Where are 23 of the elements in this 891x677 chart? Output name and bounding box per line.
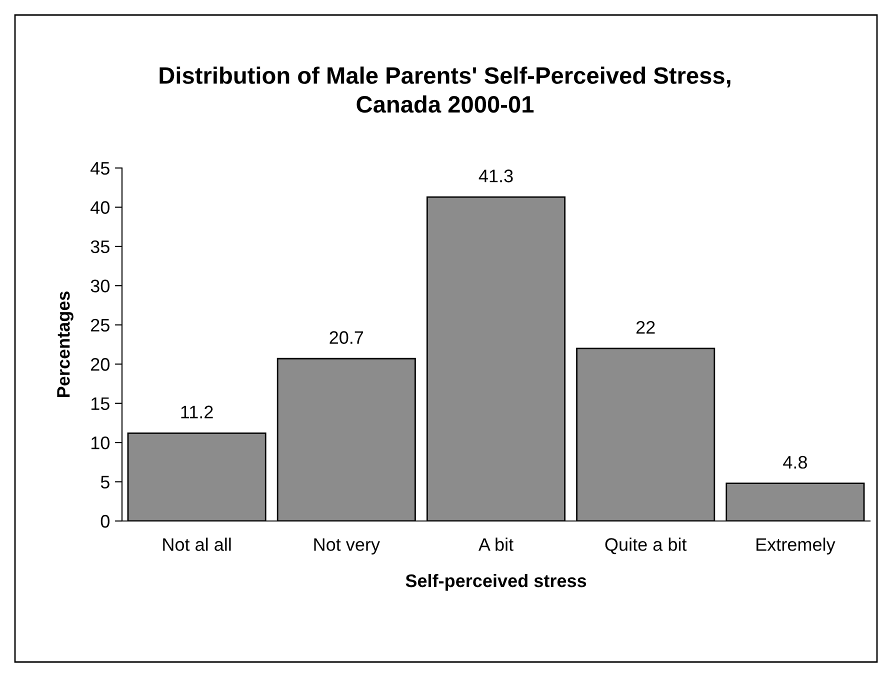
y-axis-title: Percentages xyxy=(57,292,74,397)
y-tick-label: 0 xyxy=(100,514,110,528)
y-tick-label: 20 xyxy=(91,358,110,371)
data-label: 11.2 xyxy=(181,406,213,418)
data-label: 4.8 xyxy=(783,456,807,469)
y-tick-label: 40 xyxy=(90,201,110,214)
y-tick-label: 5 xyxy=(100,476,110,488)
x-axis-title: Self-perceived stress xyxy=(406,574,586,591)
x-tick-label: Not very xyxy=(314,538,380,554)
x-tick-label: Quite a bit xyxy=(605,538,687,554)
data-label: 41.3 xyxy=(478,170,513,182)
data-label: 20.7 xyxy=(330,331,364,344)
y-tick-label: 35 xyxy=(90,240,110,254)
y-tick-label: 45 xyxy=(90,162,110,175)
x-tick-label: Extremely xyxy=(756,538,836,554)
chart-title: Distribution of Male Parents' Self-Perceived Stress, Canada 2000-01 xyxy=(160,66,730,113)
y-tick-label: 15 xyxy=(91,397,110,410)
y-tick-label: 10 xyxy=(91,436,110,450)
y-tick-label: 30 xyxy=(90,280,110,292)
x-tick-label: A bit xyxy=(478,538,514,551)
data-label: 22 xyxy=(636,320,655,334)
x-tick-label: Not al all xyxy=(163,538,231,551)
y-tick-label: 25 xyxy=(91,318,110,332)
